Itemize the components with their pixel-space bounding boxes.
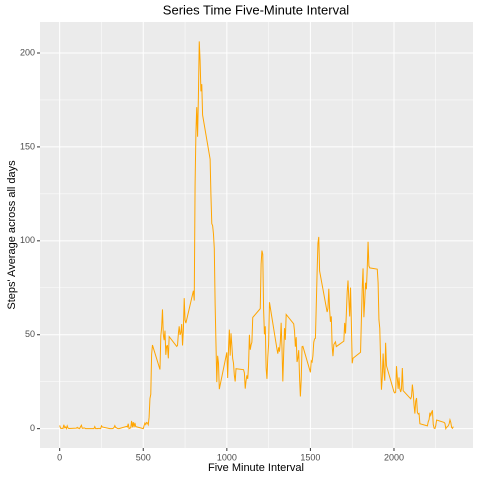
y-tick-label: 150 [20, 141, 35, 151]
x-tick-label: 0 [57, 452, 62, 462]
chart-title: Series Time Five-Minute Interval [163, 2, 350, 17]
x-tick-label: 1000 [217, 452, 237, 462]
y-tick-label: 200 [20, 47, 35, 57]
y-tick-label: 50 [25, 329, 35, 339]
y-axis-label: Steps' Average across all days [6, 160, 18, 310]
grid [40, 22, 473, 448]
x-tick-label: 2000 [384, 452, 404, 462]
y-tick-label: 0 [30, 423, 35, 433]
x-axis-label: Five Minute Interval [208, 462, 304, 474]
panel [40, 22, 473, 448]
line [59, 41, 454, 431]
x-tick-label: 500 [136, 452, 151, 462]
x-tick-label: 1500 [300, 452, 320, 462]
y-tick-label: 100 [20, 235, 35, 245]
